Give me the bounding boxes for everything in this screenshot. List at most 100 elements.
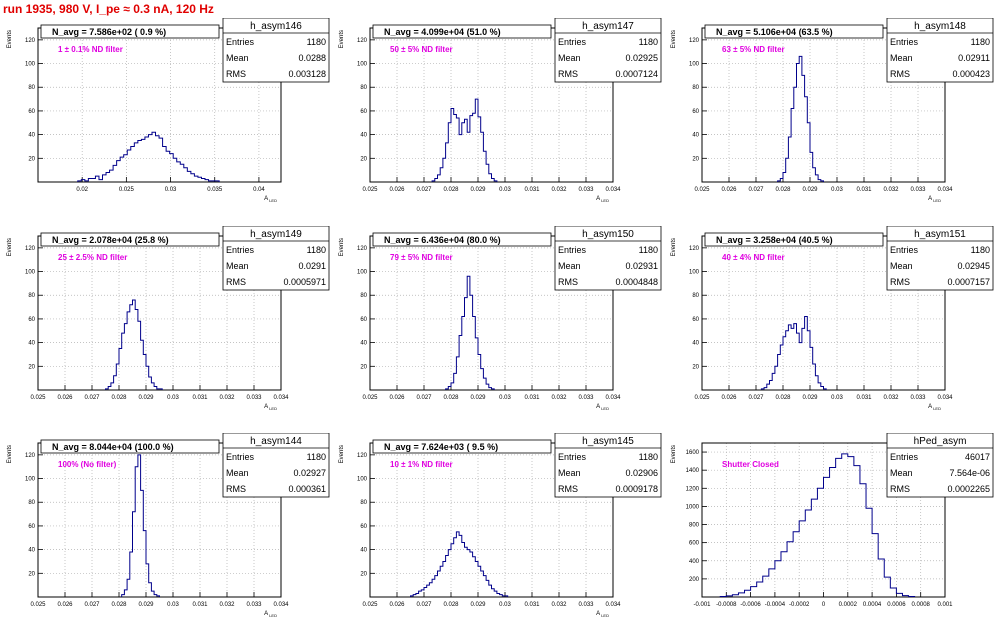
x-tick-label: 0.03: [167, 602, 179, 608]
x-tick-label: 0.03: [499, 395, 511, 401]
y-tick-label: 80: [360, 85, 367, 91]
y-tick-label: 60: [692, 317, 699, 323]
histogram-pad: 0.025 0.026 0.027 0.028 0.029 0.03 0.031 0.032 0…: [0, 226, 332, 433]
x-tick-label: 0.028: [775, 187, 791, 193]
histogram-name: h_asym150: [582, 229, 634, 240]
y-tick-label: 80: [28, 293, 35, 299]
navg-label: N_avg = 8.044e+04 (100.0 %): [52, 442, 174, 452]
navg-box: [40, 439, 220, 454]
x-tick-label: 0.033: [246, 602, 262, 608]
histogram-name: hPed_asym: [914, 436, 967, 447]
stat-value: 1180: [307, 37, 326, 47]
y-tick-label: 100: [25, 477, 36, 483]
stat-value: 1180: [307, 452, 326, 462]
navg-box: [372, 232, 552, 247]
stats-box: [222, 226, 330, 291]
stat-value: 0.02911: [958, 53, 990, 63]
stat-label: Entries: [890, 245, 919, 255]
x-tick-label: 0.026: [721, 395, 737, 401]
histogram-name: h_asym144: [250, 436, 302, 447]
y-tick-label: 80: [692, 85, 699, 91]
stat-label: Entries: [558, 245, 587, 255]
navg-box: [704, 232, 884, 247]
y-tick-label: 1400: [686, 468, 700, 474]
y-tick-label: 120: [357, 246, 368, 252]
x-tick-label: 0.025: [362, 187, 378, 193]
stat-value: 0.0004848: [615, 277, 658, 287]
stats-box: [222, 433, 330, 498]
stat-value: 0.02927: [293, 468, 326, 478]
x-tick-label: 0.031: [192, 602, 208, 608]
filter-label: 63 ± 5% ND filter: [722, 45, 785, 54]
y-tick-label: 60: [28, 524, 35, 530]
histogram-pad: 0.02 0.025 0.03 0.035 0.04 20 40 60 80 100 120 Even…: [0, 18, 332, 225]
y-tick-label: 120: [25, 453, 36, 459]
x-tick-label: 0.03: [499, 187, 511, 193]
histogram-line: [431, 98, 498, 182]
x-tick-label: 0: [822, 602, 826, 608]
filter-label: 40 ± 4% ND filter: [722, 253, 785, 262]
y-tick-label: 20: [28, 364, 35, 370]
x-tick-label: 0.033: [578, 187, 594, 193]
x-axis-title: A LED: [596, 611, 609, 618]
y-axis-title: Events: [339, 445, 345, 463]
stat-label: Mean: [226, 53, 249, 63]
histogram-plot: 0.02 0.025 0.03 0.035 0.04 20 40 60 80 100 120 Even…: [7, 18, 330, 203]
x-tick-label: 0.033: [246, 395, 262, 401]
y-tick-label: 120: [357, 38, 368, 44]
stats-box: [222, 18, 330, 83]
x-tick-label: 0.025: [362, 395, 378, 401]
x-tick-label: 0.034: [273, 395, 289, 401]
stats-box: [886, 18, 994, 83]
histogram-plot: 0.025 0.026 0.027 0.028 0.029 0.03 0.031 0.032 0…: [671, 226, 994, 411]
x-tick-label: 0.026: [389, 602, 405, 608]
y-tick-label: 120: [689, 246, 700, 252]
x-tick-label: 0.029: [470, 187, 486, 193]
x-axis-title: A LED: [928, 404, 941, 411]
stat-value: 0.0002265: [947, 484, 990, 494]
y-axis-title: Events: [339, 30, 345, 48]
stat-value: 1180: [971, 37, 990, 47]
y-tick-label: 40: [28, 341, 35, 347]
stat-label: Entries: [558, 37, 587, 47]
x-tick-label: 0.031: [192, 395, 208, 401]
histogram-name: h_asym149: [250, 229, 302, 240]
filter-label: 25 ± 2.5% ND filter: [58, 253, 127, 262]
stat-value: 1180: [639, 452, 658, 462]
stat-label: Mean: [226, 468, 249, 478]
stat-value: 0.0007157: [947, 277, 990, 287]
y-tick-label: 20: [360, 156, 367, 162]
x-tick-label: 0.026: [721, 187, 737, 193]
x-tick-label: 0.033: [910, 395, 926, 401]
stats-box: [886, 433, 994, 498]
stat-label: RMS: [226, 69, 246, 79]
stat-label: RMS: [890, 484, 910, 494]
navg-label: N_avg = 4.099e+04 (51.0 %): [384, 27, 501, 37]
x-tick-label: 0.034: [273, 602, 289, 608]
x-tick-label: 0.03: [499, 602, 511, 608]
y-tick-label: 20: [692, 364, 699, 370]
navg-box: [704, 24, 884, 39]
navg-label: N_avg = 2.078e+04 (25.8 %): [52, 235, 169, 245]
x-tick-label: -0.001: [693, 602, 711, 608]
x-tick-label: 0.032: [551, 395, 567, 401]
y-tick-label: 1200: [686, 486, 700, 492]
x-tick-label: 0.032: [883, 395, 899, 401]
stat-label: Mean: [558, 261, 581, 271]
y-tick-label: 100: [357, 62, 368, 68]
x-tick-label: 0.025: [694, 395, 710, 401]
stat-value: 0.0007124: [615, 69, 658, 79]
filter-label: Shutter Closed: [722, 460, 779, 469]
stat-value: 0.0009178: [615, 484, 658, 494]
stat-value: 0.02906: [625, 468, 658, 478]
y-tick-label: 20: [28, 156, 35, 162]
stat-value: 1180: [639, 245, 658, 255]
filter-label: 79 ± 5% ND filter: [390, 253, 453, 262]
y-tick-label: 40: [360, 548, 367, 554]
histogram-line: [777, 55, 824, 182]
x-tick-label: 0.031: [524, 602, 540, 608]
x-axis-title: A LED: [596, 404, 609, 411]
y-tick-label: 100: [25, 270, 36, 276]
y-tick-label: 20: [692, 156, 699, 162]
x-tick-label: 0.0006: [887, 602, 906, 608]
